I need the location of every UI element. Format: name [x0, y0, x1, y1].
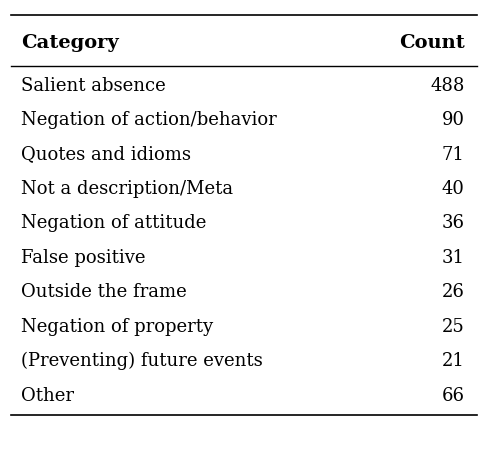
Text: 40: 40 [442, 180, 465, 198]
Text: Not a description/Meta: Not a description/Meta [21, 180, 233, 198]
Text: False positive: False positive [21, 249, 145, 267]
Text: Other: Other [21, 387, 74, 405]
Text: Count: Count [399, 34, 465, 52]
Text: 21: 21 [442, 352, 465, 370]
Text: Outside the frame: Outside the frame [21, 284, 186, 302]
Text: Negation of attitude: Negation of attitude [21, 215, 206, 233]
Text: 488: 488 [430, 76, 465, 94]
Text: Negation of property: Negation of property [21, 318, 213, 336]
Text: 36: 36 [442, 215, 465, 233]
Text: Quotes and idioms: Quotes and idioms [21, 145, 191, 163]
Text: Negation of action/behavior: Negation of action/behavior [21, 111, 277, 129]
Text: 66: 66 [442, 387, 465, 405]
Text: 31: 31 [442, 249, 465, 267]
Text: (Preventing) future events: (Preventing) future events [21, 352, 263, 370]
Text: 26: 26 [442, 284, 465, 302]
Text: 90: 90 [442, 111, 465, 129]
Text: Salient absence: Salient absence [21, 76, 165, 94]
Text: 71: 71 [442, 145, 465, 163]
Text: Category: Category [21, 34, 119, 52]
Text: 25: 25 [442, 318, 465, 336]
